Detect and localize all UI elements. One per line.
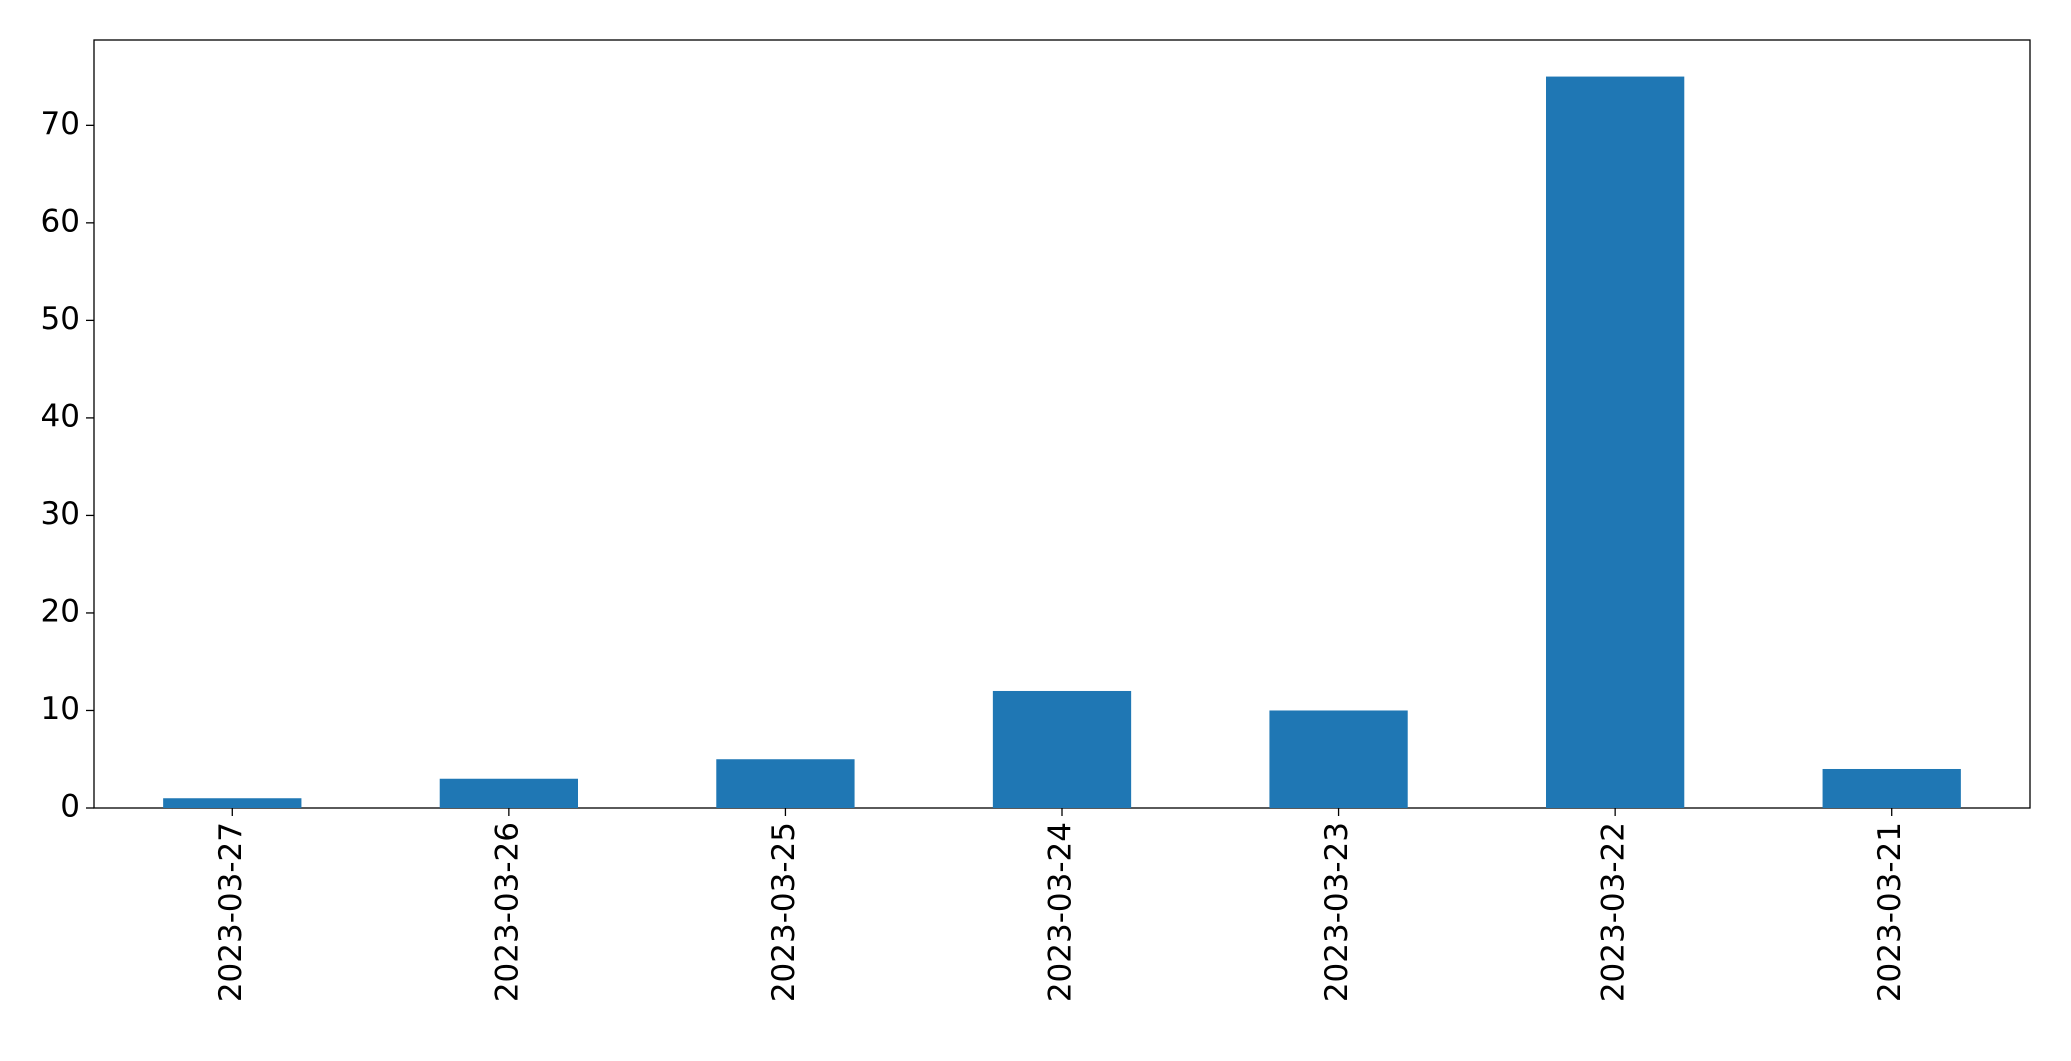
bar: [992, 690, 1132, 808]
bar: [1269, 710, 1408, 808]
bar: [1546, 76, 1685, 809]
bar: [716, 759, 855, 808]
y-tick-label: 50: [41, 301, 80, 337]
x-tick-label: 2023-03-23: [1319, 822, 1355, 1002]
bar: [1822, 768, 1961, 808]
x-tick-label: 2023-03-22: [1596, 822, 1632, 1002]
y-tick-label: 0: [60, 789, 80, 825]
x-tick-label: 2023-03-27: [213, 822, 249, 1002]
bar: [439, 778, 578, 808]
x-tick-label: 2023-03-26: [489, 822, 525, 1002]
x-tick-label: 2023-03-25: [766, 822, 802, 1002]
bar: [163, 798, 302, 808]
y-tick-label: 20: [41, 593, 80, 629]
y-tick-label: 40: [41, 398, 80, 434]
x-tick-label: 2023-03-21: [1872, 822, 1908, 1002]
y-tick-label: 10: [41, 691, 80, 727]
y-tick-label: 30: [41, 496, 80, 532]
x-tick-label: 2023-03-24: [1043, 822, 1079, 1002]
y-tick-label: 70: [41, 106, 80, 142]
y-tick-label: 60: [41, 203, 80, 239]
